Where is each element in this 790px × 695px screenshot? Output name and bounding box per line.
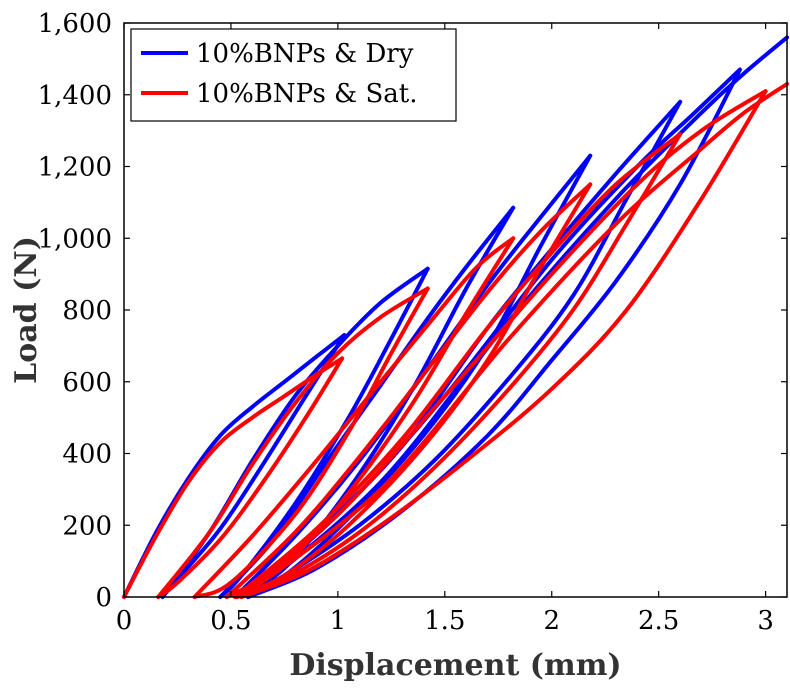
x-tick-label: 1.5 — [424, 606, 465, 636]
y-tick-label: 1,400 — [38, 81, 112, 111]
y-tick-label: 0 — [95, 583, 112, 613]
series-1-cycle-0-unload-line — [156, 356, 345, 599]
x-tick-label: 1 — [330, 606, 347, 636]
legend-box — [130, 28, 457, 122]
legend-label-dry: 10%BNPs & Dry — [196, 39, 414, 69]
series-1-cycle-4-load-line — [233, 132, 683, 599]
y-tick-label: 1,000 — [38, 224, 112, 254]
y-tick-label: 200 — [62, 511, 112, 541]
x-axis-title: Displacement (mm) — [289, 648, 621, 683]
x-tick-label: 0.5 — [210, 606, 251, 636]
y-tick-label: 600 — [62, 368, 112, 398]
series-1-cycle-2-load-line — [192, 236, 516, 599]
x-tick-label: 0 — [116, 606, 133, 636]
series-0-cycle-6-load-line — [246, 35, 789, 599]
y-tick-label: 1,200 — [38, 153, 112, 183]
series-1-cycle-1-load-line — [156, 286, 430, 599]
x-tick-label: 2.5 — [638, 606, 679, 636]
series-1-cycle-6-load-line — [239, 82, 789, 599]
series-1-cycle-5-load-line — [235, 89, 768, 599]
y-tick-label: 800 — [62, 296, 112, 326]
x-tick-label: 2 — [543, 606, 560, 636]
ticks-layer: 0 0.5 1 1.5 2 2.5 3 0 200 400 600 800 1,000 1,200 1,40… — [38, 9, 787, 636]
series-1-cycle-1-unload-line — [192, 286, 430, 599]
y-tick-label: 1,600 — [38, 9, 112, 39]
curves-layer — [122, 35, 789, 599]
series-1-cycle-4-unload-line — [235, 132, 683, 599]
legend-label-sat: 10%BNPs & Sat. — [196, 79, 417, 109]
series-1-cycle-5-unload-line — [239, 89, 768, 599]
y-axis-title: Load (N) — [9, 236, 44, 384]
series-1-cycle-3-load-line — [224, 182, 593, 599]
series-1-cycle-0-load-line — [122, 356, 345, 599]
y-tick-label: 400 — [62, 440, 112, 470]
x-tick-label: 3 — [757, 606, 774, 636]
legend: 10%BNPs & Dry 10%BNPs & Sat. — [130, 28, 457, 122]
